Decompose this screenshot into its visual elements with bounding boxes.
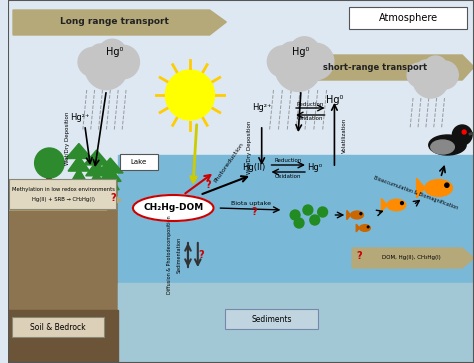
Text: ?: ? <box>198 250 203 260</box>
Circle shape <box>310 215 319 225</box>
Ellipse shape <box>133 195 213 221</box>
Circle shape <box>98 39 127 68</box>
Polygon shape <box>382 198 387 212</box>
Text: Reduction: Reduction <box>296 102 324 106</box>
Text: ?: ? <box>206 180 211 190</box>
Text: ?: ? <box>356 251 362 261</box>
Text: Oxidation: Oxidation <box>297 117 323 122</box>
Circle shape <box>89 44 112 68</box>
Text: Sediments: Sediments <box>251 314 292 323</box>
Polygon shape <box>101 175 119 190</box>
Text: Reduction: Reduction <box>274 159 302 163</box>
Polygon shape <box>68 156 90 171</box>
Text: Oxidation: Oxidation <box>275 174 301 179</box>
Ellipse shape <box>351 211 364 219</box>
Polygon shape <box>283 55 474 80</box>
Text: Hg⁰: Hg⁰ <box>326 95 343 105</box>
Text: Wet/Dry Deposition: Wet/Dry Deposition <box>64 111 70 165</box>
Circle shape <box>106 45 139 79</box>
Polygon shape <box>84 150 109 165</box>
Text: Hg(II): Hg(II) <box>242 163 265 172</box>
Polygon shape <box>86 161 108 176</box>
Polygon shape <box>13 10 226 35</box>
Polygon shape <box>70 169 88 184</box>
FancyBboxPatch shape <box>120 154 157 170</box>
Circle shape <box>275 45 321 91</box>
FancyBboxPatch shape <box>349 7 467 29</box>
Circle shape <box>401 202 403 204</box>
Circle shape <box>413 62 448 98</box>
Text: DOM, Hg(II), CH₃Hg(l): DOM, Hg(II), CH₃Hg(l) <box>30 197 89 203</box>
Ellipse shape <box>387 199 406 211</box>
Polygon shape <box>88 172 105 187</box>
Text: short-range transport: short-range transport <box>323 62 427 72</box>
Circle shape <box>85 46 128 90</box>
Text: Sedimentation: Sedimentation <box>177 237 182 273</box>
Text: Hg⁰: Hg⁰ <box>307 163 322 172</box>
Circle shape <box>78 48 106 76</box>
Polygon shape <box>352 248 474 268</box>
Circle shape <box>318 207 328 217</box>
Text: Volatilization: Volatilization <box>342 117 347 152</box>
Text: Biota uptake: Biota uptake <box>231 201 271 207</box>
Circle shape <box>279 42 304 68</box>
Circle shape <box>165 70 215 120</box>
Text: Lake: Lake <box>131 159 147 165</box>
Circle shape <box>431 61 458 89</box>
Polygon shape <box>100 166 121 182</box>
Text: Photoreduction: Photoreduction <box>213 142 245 184</box>
Circle shape <box>35 148 64 178</box>
Text: Hg²⁺: Hg²⁺ <box>252 103 272 113</box>
Circle shape <box>424 56 447 80</box>
Text: Hg²⁺: Hg²⁺ <box>70 114 90 122</box>
Circle shape <box>367 226 369 228</box>
Text: Bioaccumulation & Biomagnification: Bioaccumulation & Biomagnification <box>373 175 459 211</box>
Bar <box>118 155 474 363</box>
Circle shape <box>416 60 436 80</box>
Text: ?: ? <box>110 193 116 203</box>
Ellipse shape <box>429 135 466 155</box>
Polygon shape <box>356 224 359 232</box>
Bar <box>8 180 118 363</box>
Polygon shape <box>417 178 425 198</box>
Circle shape <box>303 205 313 215</box>
Circle shape <box>407 63 431 87</box>
FancyBboxPatch shape <box>9 179 116 209</box>
Text: Diffusion & Photodecomposition: Diffusion & Photodecomposition <box>167 216 172 294</box>
Polygon shape <box>98 158 123 173</box>
Polygon shape <box>66 143 91 159</box>
Bar <box>118 283 474 363</box>
Text: Hg(II) + SRB → CH₂Hg(l): Hg(II) + SRB → CH₂Hg(l) <box>32 197 95 203</box>
Text: Soil & Bedrock: Soil & Bedrock <box>30 322 86 331</box>
Text: CH₂Hg-DOM: CH₂Hg-DOM <box>143 204 203 212</box>
Bar <box>8 310 118 363</box>
Circle shape <box>290 210 300 220</box>
Text: Atmosphere: Atmosphere <box>379 13 438 23</box>
Ellipse shape <box>425 180 452 196</box>
Text: DOM, Hg(II), CH₃Hg(l): DOM, Hg(II), CH₃Hg(l) <box>382 256 440 261</box>
Polygon shape <box>347 211 351 220</box>
Ellipse shape <box>359 225 370 231</box>
Circle shape <box>462 130 466 134</box>
Circle shape <box>452 125 472 145</box>
Text: Hg⁰: Hg⁰ <box>106 47 123 57</box>
Text: Wet/Dry Deposition: Wet/Dry Deposition <box>247 120 252 174</box>
Circle shape <box>294 218 304 228</box>
Ellipse shape <box>431 140 455 154</box>
Circle shape <box>445 183 449 187</box>
Text: Methylation in low redox environments: Methylation in low redox environments <box>12 188 115 192</box>
FancyBboxPatch shape <box>12 317 104 337</box>
Circle shape <box>267 46 298 77</box>
FancyBboxPatch shape <box>225 309 318 329</box>
Polygon shape <box>8 190 121 210</box>
Text: Hg⁰: Hg⁰ <box>292 47 310 57</box>
Circle shape <box>360 213 362 215</box>
Circle shape <box>298 43 334 80</box>
Text: ?: ? <box>251 207 256 217</box>
Circle shape <box>289 37 320 68</box>
Text: Long range transport: Long range transport <box>60 17 169 26</box>
